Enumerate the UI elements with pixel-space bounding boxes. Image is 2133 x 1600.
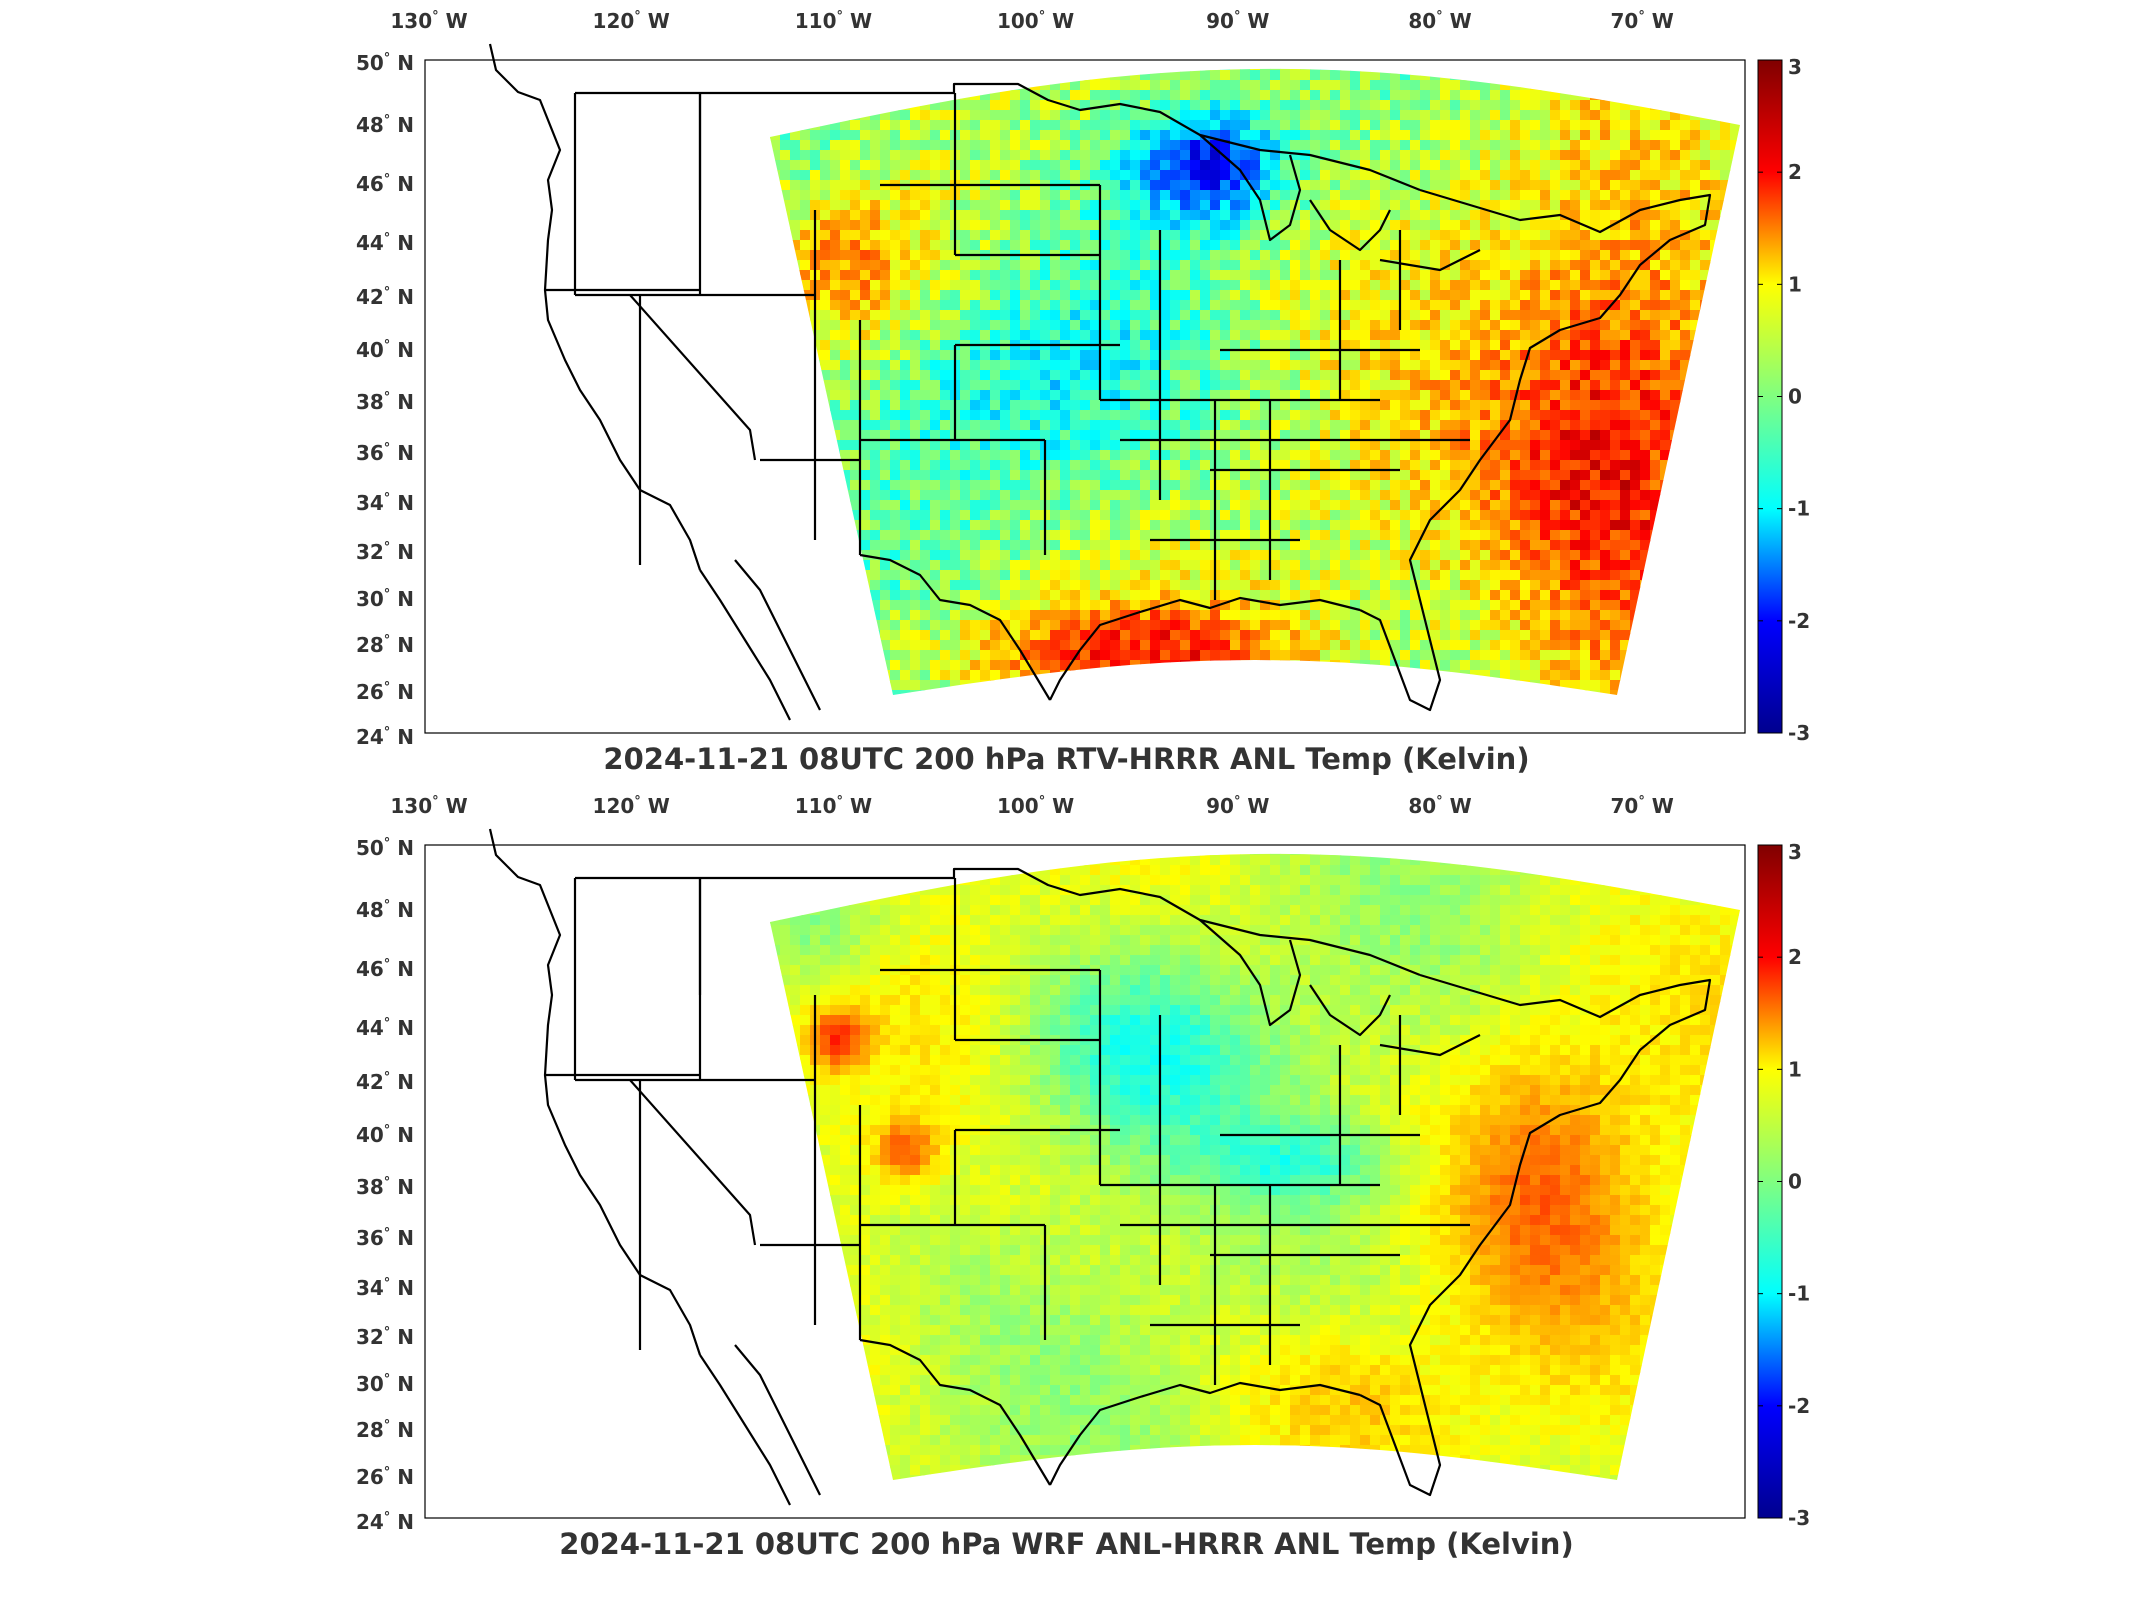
map-panel-bottom: 130° W 120° W 110° W 100° W 90° W 80° W 70° W 5…: [0, 785, 2133, 1585]
lon-tick-label: 80° W: [1408, 794, 1471, 818]
lat-tick-label: 30° N: [356, 1372, 414, 1396]
lon-tick-label: 90° W: [1206, 9, 1269, 33]
lon-tick-label: 130° W: [390, 794, 467, 818]
lat-tick-label: 34° N: [356, 491, 414, 515]
lat-tick-label: 38° N: [356, 1175, 414, 1199]
colorbar-tick-label: -1: [1788, 1282, 1810, 1306]
colorbar-tick-label: 3: [1788, 840, 1802, 864]
lat-tick-label: 48° N: [356, 113, 414, 137]
lat-tick-label: 36° N: [356, 1226, 414, 1250]
lat-tick-label: 44° N: [356, 1016, 414, 1040]
lat-tick-label: 40° N: [356, 338, 414, 362]
colorbar-tick-label: -3: [1788, 1506, 1810, 1530]
lon-tick-label: 70° W: [1611, 794, 1674, 818]
colorbar-tick-label: -2: [1788, 609, 1810, 633]
panel-title-bottom: 2024-11-21 08UTC 200 hPa WRF ANL-HRRR AN…: [559, 1527, 1574, 1561]
colorbar-tick-label: 2: [1788, 945, 1802, 969]
colorbar-tick-label: -3: [1788, 721, 1810, 745]
lat-tick-label: 32° N: [356, 540, 414, 564]
lat-tick-label: 32° N: [356, 1325, 414, 1349]
colorbar-tick-label: -2: [1788, 1394, 1810, 1418]
temperature-field: [770, 68, 1740, 696]
lat-tick-label: 24° N: [356, 1510, 414, 1534]
lat-tick-label: 34° N: [356, 1276, 414, 1300]
lon-tick-label: 110° W: [795, 794, 872, 818]
colorbar-tick-label: 0: [1788, 1170, 1802, 1194]
colorbar-tick-label: 3: [1788, 55, 1802, 79]
state-outlines: [488, 43, 1712, 721]
lat-tick-label: 42° N: [356, 1070, 414, 1094]
lat-tick-label: 30° N: [356, 587, 414, 611]
map-svg-top: 130° W 120° W 110° W 100° W 90° W 80° W 70° W 5…: [356, 9, 1810, 749]
colorbar-tick-label: 0: [1788, 385, 1802, 409]
lat-tick-label: 50° N: [356, 836, 414, 860]
map-frame: [424, 844, 1746, 1519]
lat-tick-label: 50° N: [356, 51, 414, 75]
colorbar-tick-label: 1: [1788, 272, 1802, 296]
map-frame: [424, 59, 1746, 734]
lon-tick-label: 120° W: [593, 794, 670, 818]
lat-tick-label: 36° N: [356, 441, 414, 465]
lon-tick-label: 120° W: [593, 9, 670, 33]
lat-tick-label: 48° N: [356, 898, 414, 922]
lat-tick-label: 26° N: [356, 680, 414, 704]
lat-tick-label: 24° N: [356, 725, 414, 749]
lon-tick-label: 70° W: [1611, 9, 1674, 33]
panel-title-top: 2024-11-21 08UTC 200 hPa RTV-HRRR ANL Te…: [603, 742, 1530, 776]
lat-tick-label: 28° N: [356, 633, 414, 657]
lon-tick-label: 90° W: [1206, 794, 1269, 818]
colorbar-tick-label: -1: [1788, 497, 1810, 521]
lon-tick-label: 100° W: [997, 794, 1074, 818]
lat-tick-label: 40° N: [356, 1123, 414, 1147]
lon-tick-label: 100° W: [997, 9, 1074, 33]
colorbar-tick-label: 1: [1788, 1057, 1802, 1081]
lat-tick-label: 26° N: [356, 1465, 414, 1489]
lat-tick-label: 28° N: [356, 1418, 414, 1442]
lon-tick-label: 130° W: [390, 9, 467, 33]
lat-tick-label: 44° N: [356, 231, 414, 255]
map-panel-top: 130° W 120° W 110° W 100° W 90° W 80° W 70° W 5…: [356, 9, 1810, 776]
lat-tick-label: 46° N: [356, 957, 414, 981]
lon-tick-label: 110° W: [795, 9, 872, 33]
colorbar-tick-label: 2: [1788, 160, 1802, 184]
temperature-field: [770, 853, 1740, 1481]
lat-tick-label: 38° N: [356, 390, 414, 414]
map-svg-bottom: 130° W 120° W 110° W 100° W 90° W 80° W 70° W 5…: [356, 794, 1810, 1534]
state-outlines: [488, 828, 1712, 1506]
lat-tick-label: 42° N: [356, 285, 414, 309]
lon-tick-label: 80° W: [1408, 9, 1471, 33]
lat-tick-label: 46° N: [356, 172, 414, 196]
